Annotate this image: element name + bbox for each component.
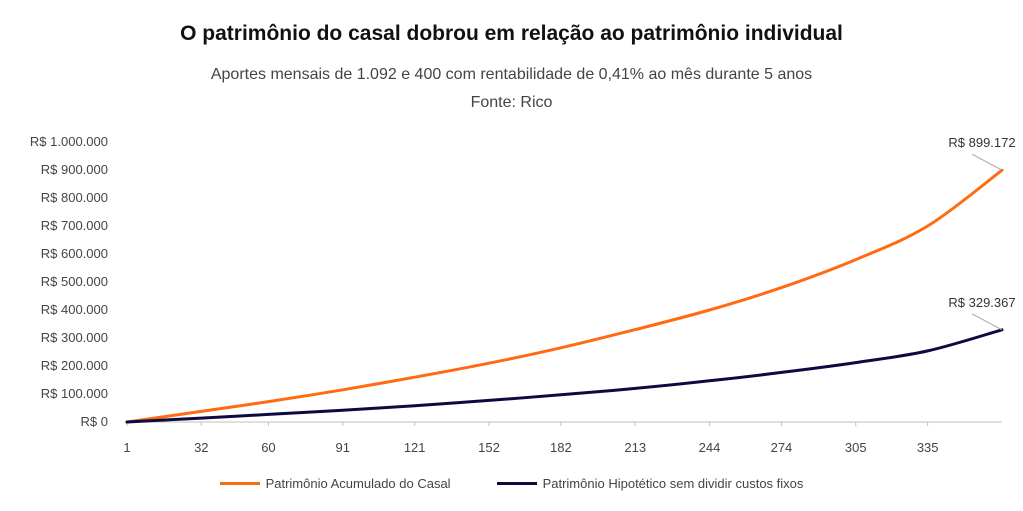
data-label-leader [971, 153, 1003, 171]
legend-item-hipotetico: Patrimônio Hipotético sem dividir custos… [496, 476, 804, 491]
legend-item-casal: Patrimônio Acumulado do Casal [219, 476, 451, 491]
y-tick-label: R$ 100.000 [41, 386, 108, 401]
x-tick-label: 305 [845, 440, 867, 455]
legend-label-hipotetico: Patrimônio Hipotético sem dividir custos… [542, 476, 804, 491]
x-tick-label: 274 [771, 440, 793, 455]
y-tick-label: R$ 600.000 [41, 246, 108, 261]
y-tick-label: R$ 200.000 [41, 358, 108, 373]
legend-swatch-casal [219, 482, 260, 485]
y-tick-label: R$ 700.000 [41, 218, 108, 233]
x-tick-label: 60 [261, 440, 275, 455]
y-tick-label: R$ 0 [81, 414, 108, 429]
legend-label-casal: Patrimônio Acumulado do Casal [265, 476, 451, 491]
legend-swatch-hipotetico [496, 482, 537, 485]
data-label-leader [971, 313, 1003, 331]
x-tick-label: 91 [336, 440, 350, 455]
y-tick-label: R$ 1.000.000 [30, 134, 108, 149]
data-label-hipotetico: R$ 329.367 [948, 295, 1015, 310]
series-line-casal [125, 168, 1004, 424]
x-tick-label: 335 [917, 440, 939, 455]
y-tick-label: R$ 800.000 [41, 190, 108, 205]
x-tick-label: 32 [194, 440, 208, 455]
data-label-casal: R$ 899.172 [948, 135, 1015, 150]
x-tick-label: 244 [699, 440, 721, 455]
y-tick-label: R$ 400.000 [41, 302, 108, 317]
chart-title: O patrimônio do casal dobrou em relação … [180, 22, 843, 45]
x-tick-label: 1 [123, 440, 130, 455]
chart-subtitle: Aportes mensais de 1.092 e 400 com renta… [210, 66, 813, 83]
series-line-hipotetico [125, 328, 1004, 424]
line-chart: R$ 0 R$ 100.000 R$ 200.000 R$ 300.000 R$ 400… [30, 134, 1016, 455]
x-tick-label: 213 [624, 440, 646, 455]
y-tick-label: R$ 300.000 [41, 330, 108, 345]
chart-source: Fonte: Rico [470, 94, 553, 111]
chart-legend: Patrimônio Acumulado do Casal Patrimônio… [0, 476, 1023, 491]
x-tick-label: 121 [404, 440, 426, 455]
y-tick-label: R$ 900.000 [41, 162, 108, 177]
x-tick-label: 182 [550, 440, 572, 455]
y-tick-label: R$ 500.000 [41, 274, 108, 289]
x-tick-label: 152 [478, 440, 500, 455]
